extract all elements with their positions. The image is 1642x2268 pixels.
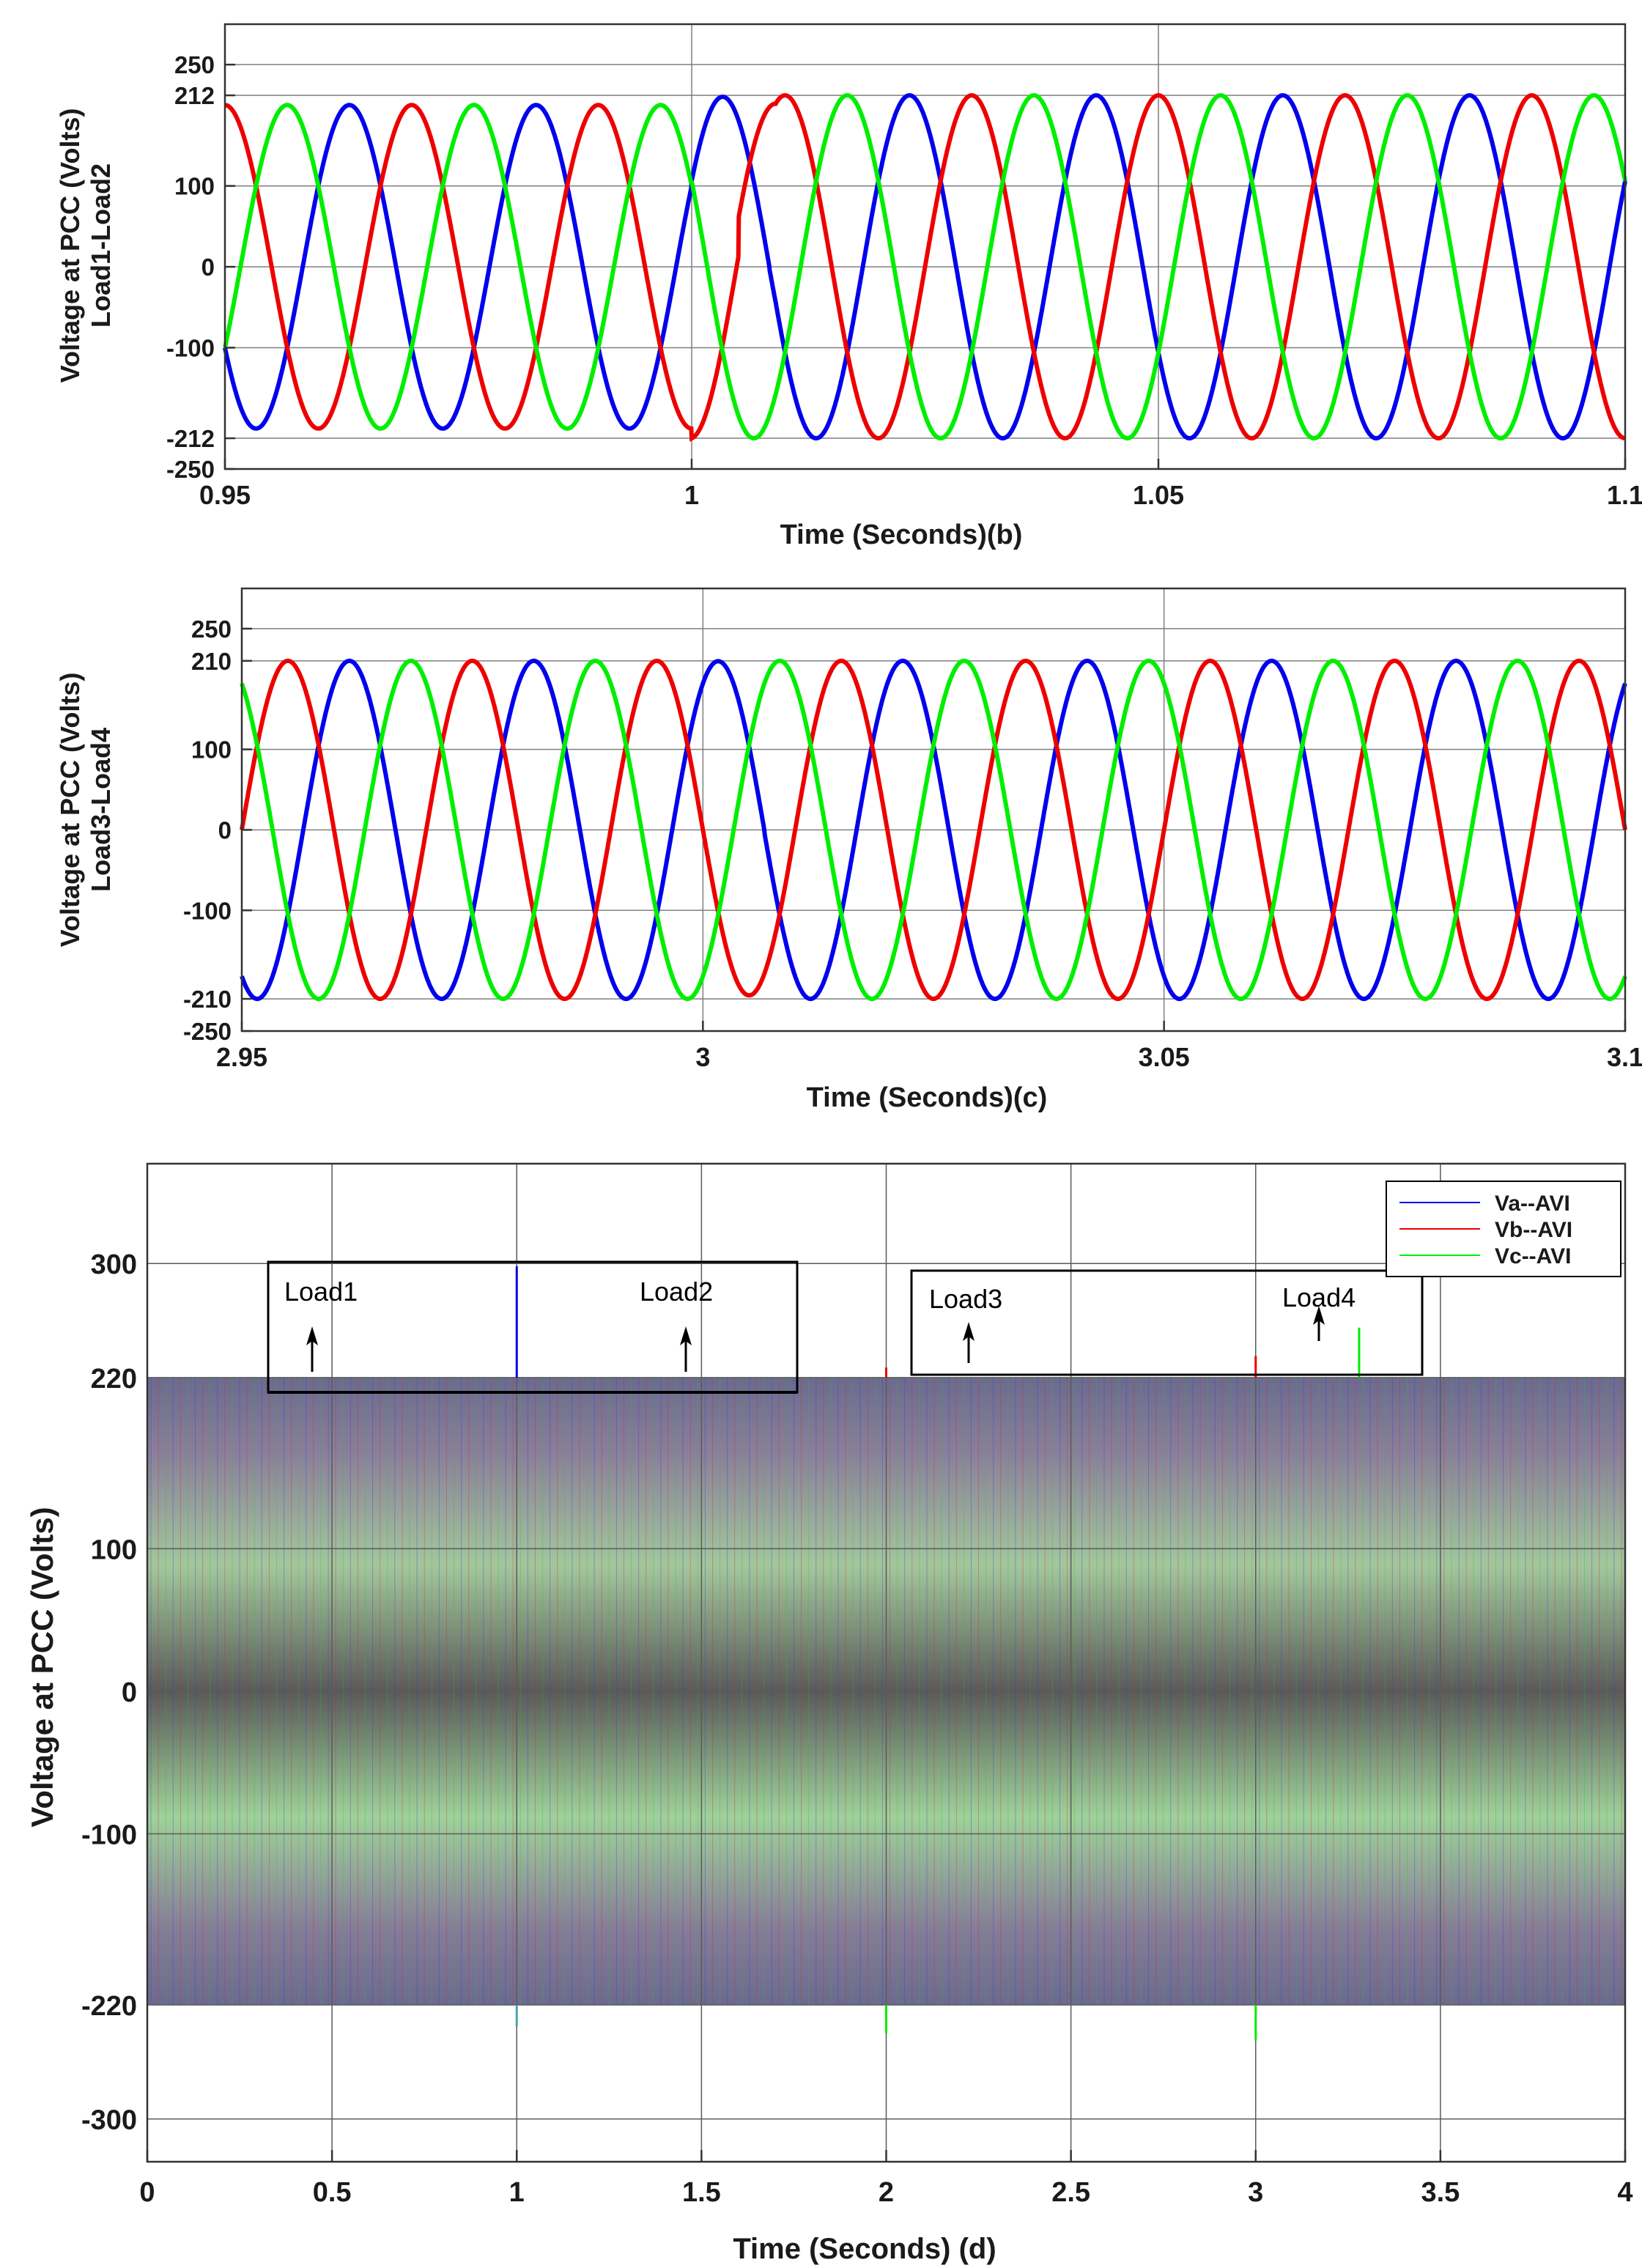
chart-c-ytick-label: -250 [183, 1018, 232, 1045]
load3-arrow [963, 1322, 975, 1363]
chart-d-xtick-label: 2.5 [1051, 2177, 1090, 2208]
chart-c-series-vc [240, 658, 1627, 1002]
chart-d-ylabel: Voltage at PCC (Volts) [25, 1507, 59, 1827]
chart-d-ytick-label: -300 [81, 2105, 137, 2136]
chart-c-ytick-label: -100 [183, 897, 232, 924]
chart-d: 300 220 100 0 -100 -220 -300 0 0.5 1 1.5 2 2.5 3 3.5 4 [81, 1162, 1633, 2208]
chart-b-ytick-label: 100 [174, 173, 215, 200]
chart-d-xtick-label: 3.5 [1421, 2177, 1460, 2208]
chart-b-ytick-label: -212 [166, 425, 215, 452]
chart-b-ytick-label: 0 [201, 254, 215, 281]
chart-b-ylabel-line1: Voltage at PCC (Volts) [55, 108, 85, 383]
chart-b-xtick-label: 0.95 [199, 480, 251, 510]
chart-c-ytick-label: -210 [183, 986, 232, 1013]
chart-d-ytick-label: -220 [81, 1991, 137, 2022]
chart-c-ylabel-line1: Voltage at PCC (Volts) [55, 673, 85, 948]
chart-d-xtick-label: 0.5 [313, 2177, 352, 2208]
legend-label-vb: Vb--AVI [1495, 1218, 1572, 1242]
load34-annotation-box [910, 1269, 1424, 1376]
legend-label-va: Va--AVI [1495, 1192, 1570, 1216]
chart-d-xtick-label: 1.5 [682, 2177, 721, 2208]
chart-c-ytick-label: 100 [191, 736, 232, 764]
chart-d-xtick-label: 1 [509, 2177, 525, 2208]
chart-d-ytick-label: 220 [91, 1364, 137, 1395]
chart-c-ytick-label: 250 [191, 616, 232, 643]
load1-label: Load1 [284, 1277, 358, 1307]
chart-b-xtick-label: 1.05 [1133, 480, 1184, 510]
chart-d-ytick-label: 0 [122, 1677, 137, 1708]
chart-d-xtick-label: 0 [139, 2177, 155, 2208]
chart-b-xtick-label: 1 [684, 480, 699, 510]
chart-d-ytick-label: 300 [91, 1249, 137, 1280]
chart-b-ylabel-line2: Load1-Load2 [86, 163, 116, 328]
load2-label: Load2 [640, 1277, 713, 1307]
chart-c-frame [240, 587, 1627, 1033]
chart-c-series-vb [240, 658, 1627, 1002]
chart-b-series-vb [225, 93, 1626, 442]
load3-label: Load3 [929, 1284, 1002, 1314]
chart-d-ytick-label: 100 [91, 1534, 137, 1565]
chart-c-plot-area [242, 588, 1625, 1031]
chart-c-xtick-label: 3 [695, 1042, 710, 1072]
load1-arrow [306, 1326, 318, 1372]
chart-b-ytick-label: 250 [174, 51, 215, 78]
load4-arrow [1313, 1306, 1325, 1341]
chart-d-legend: Va--AVI Vb--AVI Vc--AVI [1386, 1181, 1621, 1277]
chart-b-frame [223, 23, 1627, 470]
chart-b-xlabel: Time (Seconds)(b) [780, 520, 1023, 550]
chart-b-ytick-label: -100 [166, 334, 215, 361]
chart-b-plot-area [225, 24, 1625, 469]
legend-label-vc: Vc--AVI [1495, 1244, 1571, 1268]
load2-arrow [680, 1326, 692, 1372]
chart-d-xtick-label: 4 [1617, 2177, 1632, 2208]
chart-b-ytick-label: 212 [174, 82, 215, 109]
chart-c-xtick-label: 3.05 [1139, 1042, 1190, 1072]
chart-c-xlabel: Time (Seconds)(c) [807, 1082, 1048, 1113]
chart-d-ytick-label: -100 [81, 1820, 137, 1850]
chart-d-xlabel: Time (Seconds) (d) [733, 2233, 996, 2265]
chart-c-xtick-label: 3.1 [1607, 1042, 1642, 1072]
chart-c-ytick-label: 0 [218, 816, 232, 843]
chart-b-xtick-label: 1.1 [1607, 480, 1642, 510]
chart-c-ytick-label: 210 [191, 648, 232, 675]
chart-c-xtick-label: 2.95 [216, 1042, 267, 1072]
chart-d-xtick-label: 2 [879, 2177, 894, 2208]
chart-c-ylabel-line2: Load3-Load4 [86, 728, 116, 892]
chart-b-ytick-label: -250 [166, 456, 215, 483]
chart-d-xtick-label: 3 [1248, 2177, 1263, 2208]
chart-b-series-va [223, 93, 1627, 441]
chart-b-series-vc [223, 93, 1627, 441]
